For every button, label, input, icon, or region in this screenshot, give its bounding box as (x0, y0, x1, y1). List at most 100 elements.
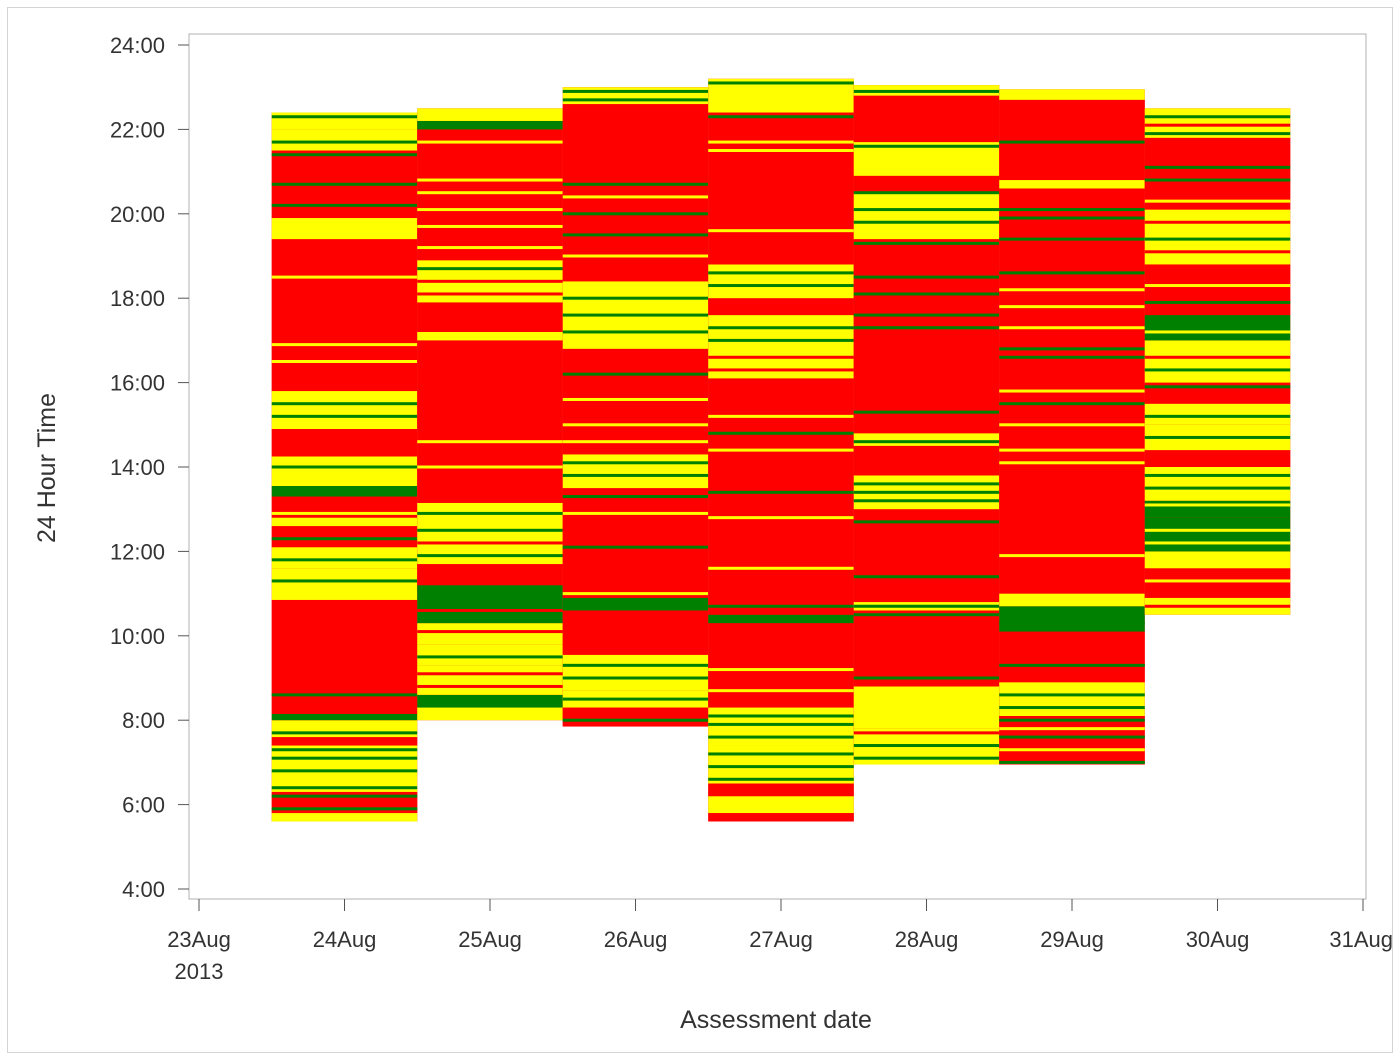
heatmap-cell (1144, 568, 1291, 598)
heatmap-cell (708, 623, 854, 708)
heatmap-stripe (417, 224, 563, 228)
heatmap-cell (999, 606, 1145, 632)
heatmap-stripe (708, 604, 854, 608)
heatmap-cell (1144, 209, 1291, 265)
heatmap-stripe (562, 440, 709, 444)
heatmap-stripe (708, 368, 854, 372)
heatmap-cell (853, 445, 1000, 476)
y-tick-label: 4:00 (122, 877, 165, 902)
heatmap-stripe (417, 178, 563, 182)
heatmap-column-30Aug (1144, 108, 1291, 615)
heatmap-cell (708, 112, 854, 265)
heatmap-stripe (271, 343, 418, 347)
heatmap-stripe (562, 663, 709, 667)
heatmap-stripe (562, 495, 709, 499)
heatmap-stripe (562, 372, 709, 376)
heatmap-cell (271, 129, 418, 151)
heatmap-stripe (271, 203, 418, 207)
heatmap-stripe (1144, 579, 1291, 583)
heatmap-cell (562, 184, 709, 231)
heatmap-stripe (562, 676, 709, 680)
heatmap-stripe (708, 752, 854, 756)
heatmap-stripe (999, 305, 1145, 309)
heatmap-stripe (417, 246, 563, 250)
x-tick-year-label: 2013 (175, 959, 224, 984)
heatmap-cell (853, 95, 1000, 143)
y-tick-label: 6:00 (122, 793, 165, 818)
heatmap-cell (271, 745, 418, 792)
heatmap-cell (708, 315, 854, 379)
heatmap-stripe (271, 769, 418, 773)
heatmap-stripe (271, 748, 418, 752)
heatmap-stripe (1144, 355, 1291, 359)
heatmap-column-27Aug (708, 78, 854, 822)
heatmap-cell (417, 331, 563, 341)
heatmap-cell (417, 585, 563, 624)
y-axis: 4:00 6:00 8:00 10:00 12:00 14:00 16:00 18:00 20:… (110, 33, 189, 902)
heatmap-stripe (562, 511, 709, 515)
heatmap-cell (417, 340, 563, 503)
heatmap-cell (417, 707, 563, 721)
heatmap-stripe (1144, 385, 1291, 389)
heatmap-stripe (999, 347, 1145, 351)
heatmap-stripe (853, 275, 1000, 279)
heatmap-stripe (708, 765, 854, 769)
heatmap-cell (271, 713, 418, 721)
heatmap-cell (417, 108, 563, 121)
heatmap-stripe (1144, 330, 1291, 334)
heatmap-stripe (999, 748, 1145, 752)
heatmap-stripe (271, 511, 418, 515)
heatmap-stripe (853, 482, 1000, 486)
heatmap-stripe (562, 89, 709, 93)
heatmap-cell (271, 568, 418, 600)
heatmap-stripe (1144, 368, 1291, 372)
x-tick-label: 31Aug (1329, 927, 1393, 952)
heatmap-stripe (999, 389, 1145, 393)
heatmap-cell (999, 593, 1145, 607)
heatmap-cell (1144, 403, 1291, 425)
heatmap-stripe (999, 208, 1145, 212)
heatmap-cell (271, 239, 418, 392)
heatmap-stripe (1144, 115, 1291, 119)
heatmap-stripe (853, 191, 1000, 195)
heatmap-cell (999, 682, 1145, 716)
y-tick-label: 24:00 (110, 33, 165, 58)
heatmap-stripe (853, 604, 1000, 608)
heatmap-cell (708, 488, 854, 615)
heatmap-stripe (562, 397, 709, 401)
heatmap-cell (708, 264, 854, 299)
heatmap-stripe (999, 727, 1145, 731)
x-tick-label: 30Aug (1186, 927, 1250, 952)
heatmap-cell (853, 509, 1000, 603)
heatmap-stripe (853, 241, 1000, 245)
heatmap-stripe (708, 689, 854, 693)
heatmap-cell (1144, 500, 1291, 518)
heatmap-cell (853, 678, 1000, 687)
heatmap-stripe (271, 807, 418, 811)
heatmap-stripe (708, 355, 854, 359)
heatmap-stripe (853, 410, 1000, 414)
heatmap-stripe (853, 744, 1000, 748)
heatmap-stripe (708, 735, 854, 739)
heatmap-cell (271, 737, 418, 746)
heatmap-stripe (271, 794, 418, 798)
x-tick-label: 24Aug (313, 927, 377, 952)
heatmap-cell (708, 614, 854, 624)
x-tick-label: 29Aug (1040, 927, 1104, 952)
heatmap-stripe (999, 735, 1145, 739)
heatmap-stripe (271, 275, 418, 279)
heatmap-cell (417, 644, 563, 666)
heatmap-cell (417, 120, 563, 130)
y-tick-label: 18:00 (110, 286, 165, 311)
x-tick-label: 26Aug (604, 927, 668, 952)
x-tick-label: 28Aug (895, 927, 959, 952)
heatmap-stripe (417, 528, 563, 532)
heatmap-cell (1144, 340, 1291, 383)
y-tick-label: 22:00 (110, 117, 165, 142)
heatmap-stripe (562, 233, 709, 237)
heatmap-cell (853, 610, 1000, 678)
heatmap-stripe (853, 440, 1000, 444)
y-axis-title: 24 Hour Time (33, 393, 61, 543)
heatmap-stripe (562, 461, 709, 465)
heatmap-cell (417, 302, 563, 332)
